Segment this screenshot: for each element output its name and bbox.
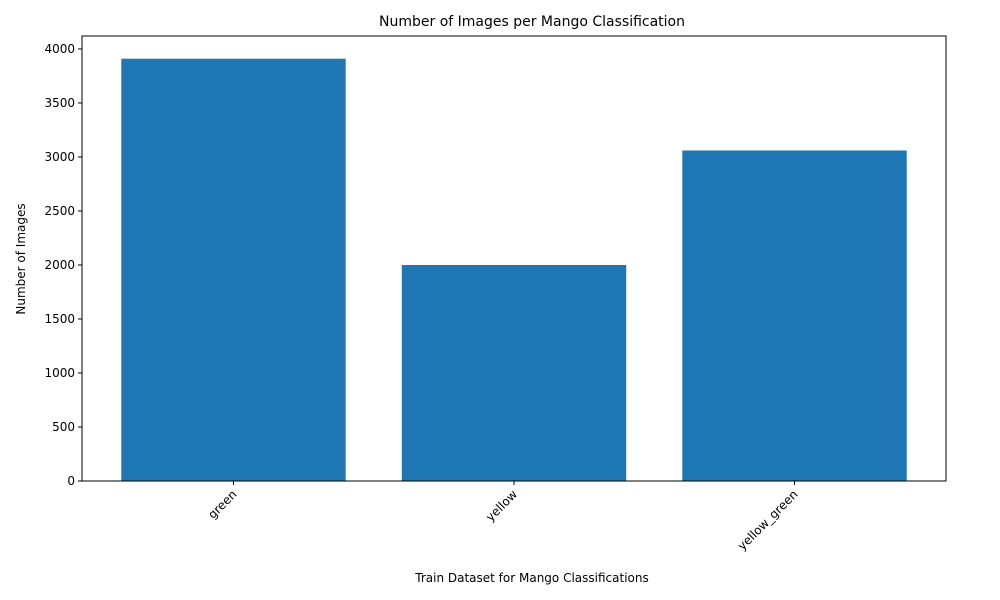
y-tick-label-0: 0 bbox=[67, 474, 75, 488]
x-tick-label-green: green bbox=[205, 487, 239, 521]
y-tick-label-3500: 3500 bbox=[44, 96, 75, 110]
x-axis-label: Train Dataset for Mango Classifications bbox=[414, 571, 648, 585]
y-tick-label-500: 500 bbox=[52, 420, 75, 434]
y-tick-label-3000: 3000 bbox=[44, 150, 75, 164]
bar-yellow_green bbox=[682, 150, 907, 481]
y-tick-label-1000: 1000 bbox=[44, 366, 75, 380]
chart-title: Number of Images per Mango Classificatio… bbox=[379, 14, 685, 30]
x-tick-label-yellow_green: yellow_green bbox=[735, 487, 801, 553]
x-tick-label-yellow: yellow bbox=[483, 487, 520, 524]
plot-area: 0 500 1000 1500 2000 2500 3000 3500 4000 green yel… bbox=[44, 35, 947, 553]
y-tick-label-1500: 1500 bbox=[44, 312, 75, 326]
bar-yellow bbox=[401, 264, 627, 481]
y-tick-label-2500: 2500 bbox=[44, 204, 75, 218]
y-tick-label-4000: 4000 bbox=[44, 42, 75, 56]
y-axis-label: Number of Images bbox=[14, 203, 28, 314]
y-tick-label-2000: 2000 bbox=[44, 258, 75, 272]
bar-green bbox=[121, 58, 346, 481]
